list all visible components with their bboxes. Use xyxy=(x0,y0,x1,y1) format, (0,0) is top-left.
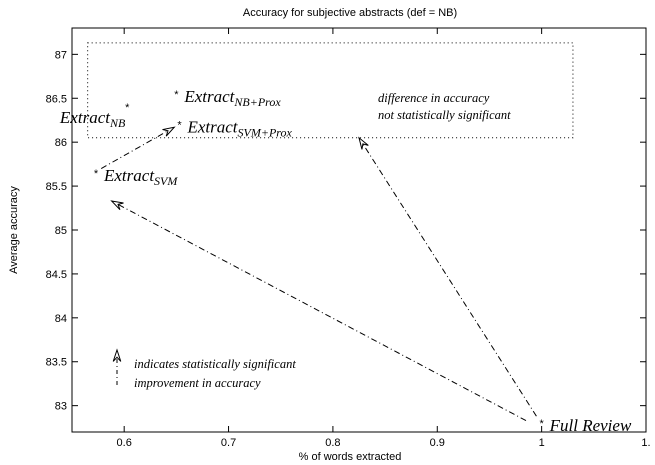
x-tick-label: 0.9 xyxy=(430,437,445,449)
point-label-main: Extract xyxy=(186,118,238,137)
arrow-shaft xyxy=(111,200,527,422)
non-significant-box xyxy=(87,42,574,139)
point-marker: * xyxy=(174,89,179,101)
plot-frame xyxy=(71,27,647,433)
y-tick-label: 85 xyxy=(55,225,67,237)
improvement-arrow xyxy=(358,136,537,417)
improvement-arrow xyxy=(100,126,176,169)
point-marker: * xyxy=(539,418,544,430)
y-tick-label: 83.5 xyxy=(46,357,67,369)
y-tick-label: 86 xyxy=(55,137,67,149)
arrow-shaft xyxy=(100,126,175,169)
non-significant-region: difference in accuracy not statistically… xyxy=(87,42,574,139)
improvement-arrow xyxy=(110,200,527,422)
y-tick-label: 86.5 xyxy=(46,93,67,105)
legend: indicates statistically significant impr… xyxy=(112,348,296,390)
data-point: * Full Review xyxy=(539,416,631,435)
point-marker: * xyxy=(94,168,99,180)
axis-ticks: 0.6 0.7 0.8 0.9 1 1. 83 83.5 84 84.5 85 85.5 86 86.5 8… xyxy=(46,28,651,449)
point-label: Full Review xyxy=(549,416,632,435)
point-label: ExtractSVM+Prox xyxy=(186,118,292,140)
data-point: * ExtractSVM+Prox xyxy=(177,118,292,140)
y-tick-label: 83 xyxy=(55,401,67,413)
data-point: * ExtractNB+Prox xyxy=(174,87,281,109)
arrow-shaft xyxy=(358,137,537,417)
point-label-main: Full Review xyxy=(549,416,632,435)
box-annotation-line-1: difference in accuracy xyxy=(378,91,490,105)
point-marker: * xyxy=(125,102,130,114)
x-tick-label: 1. xyxy=(641,437,650,449)
y-tick-label: 84 xyxy=(55,313,67,325)
chart-title: Accuracy for subjective abstracts (def =… xyxy=(243,7,457,19)
point-label: ExtractNB xyxy=(59,108,126,130)
data-point: *ExtractNB xyxy=(59,102,130,130)
legend-line-1: indicates statistically significant xyxy=(134,357,296,371)
point-label-subscript: NB xyxy=(109,116,126,130)
point-label-subscript: NB+Prox xyxy=(233,95,281,109)
point-label-main: Extract xyxy=(183,87,235,106)
box-annotation-line-2: not statistically significant xyxy=(378,108,511,122)
x-tick-label: 0.8 xyxy=(325,437,340,449)
legend-arrow-icon xyxy=(112,348,122,385)
x-tick-label: 1 xyxy=(539,437,545,449)
y-tick-label: 85.5 xyxy=(46,181,67,193)
point-marker: * xyxy=(177,120,182,132)
point-label-subscript: SVM+Prox xyxy=(238,126,293,140)
y-axis-label: Average accuracy xyxy=(8,186,20,274)
point-label: ExtractSVM xyxy=(103,166,178,188)
arrow-head xyxy=(358,136,369,150)
arrow-head xyxy=(162,126,176,137)
point-label-main: Extract xyxy=(103,166,155,185)
x-tick-label: 0.6 xyxy=(117,437,132,449)
data-point: * ExtractSVM xyxy=(94,166,179,188)
arrow-head xyxy=(110,200,124,211)
x-axis-label: % of words extracted xyxy=(299,451,402,463)
arrow-head xyxy=(112,348,122,362)
y-tick-label: 87 xyxy=(55,49,67,61)
legend-line-2: improvement in accuracy xyxy=(134,376,261,390)
point-label-subscript: SVM xyxy=(154,174,178,188)
data-points: *ExtractNB* ExtractNB+Prox* ExtractSVM+Pro… xyxy=(59,87,632,435)
x-tick-label: 0.7 xyxy=(221,437,236,449)
point-label-main: Extract xyxy=(59,108,111,127)
improvement-arrows xyxy=(100,126,537,422)
point-label: ExtractNB+Prox xyxy=(183,87,281,109)
y-tick-label: 84.5 xyxy=(46,269,67,281)
